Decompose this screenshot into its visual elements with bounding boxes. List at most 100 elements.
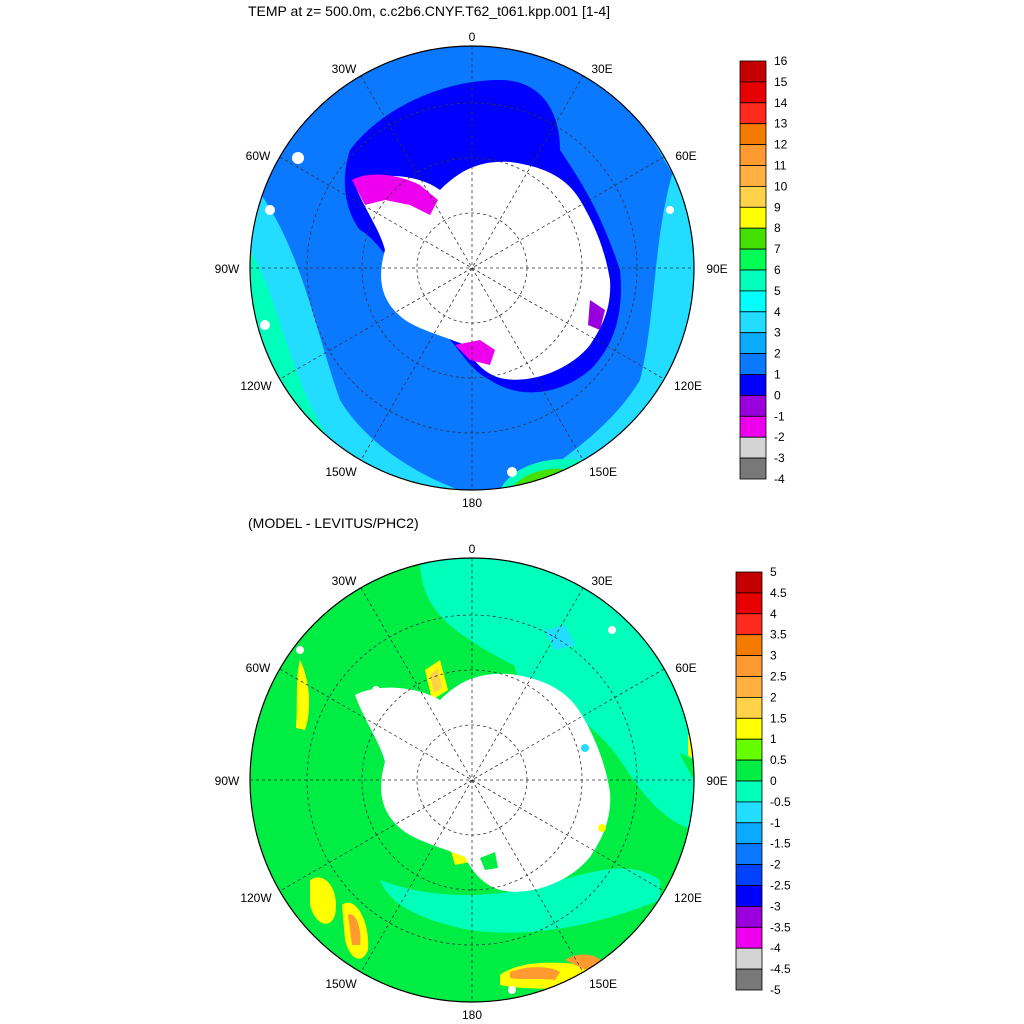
top-lon-label-150w: 150W (325, 465, 357, 479)
bottom-colorbar-label: -2.5 (770, 879, 791, 893)
bottom-colorbar-box (735, 864, 763, 886)
top-lon-label-60w: 60W (246, 149, 271, 163)
bottom-colorbar-box (735, 717, 763, 740)
top-colorbar-box (739, 353, 767, 375)
bottom-colorbar-label: 1.5 (770, 711, 787, 725)
top-colorbar-label: 11 (774, 159, 787, 173)
bottom-colorbar-label: 0.5 (770, 753, 787, 767)
bottom-colorbar-label: 2.5 (770, 670, 787, 684)
top-colorbar-label: 4 (774, 305, 781, 319)
top-colorbar-label: 13 (774, 117, 788, 131)
bottom-longitude-labels: 0 30E 60E 90E 120E 150E 180 150W 120W 90… (215, 542, 728, 1022)
bottom-colorbar-label: 5 (770, 565, 777, 579)
bottom-graticule (250, 558, 694, 1002)
top-colorbar-box (739, 102, 767, 125)
top-colorbar-box (739, 332, 767, 355)
top-colorbar-box (739, 227, 767, 250)
top-colorbar-box (739, 311, 767, 334)
top-colorbar-label: 15 (774, 75, 788, 89)
top-colorbar-label: -4 (774, 472, 785, 486)
bottom-colorbar-label: -4 (770, 941, 781, 955)
top-colorbar-box (739, 374, 767, 396)
bottom-colorbar-box (735, 634, 763, 657)
top-colorbar-label: 2 (774, 347, 781, 361)
top-colorbar-label: -3 (774, 451, 785, 465)
bottom-colorbar-box (735, 571, 763, 594)
top-colorbar-box (739, 248, 767, 271)
bottom-colorbar-label: 4 (770, 607, 777, 621)
bottom-lon-label-120w: 120W (240, 891, 272, 905)
bottom-colorbar-label: 4.5 (770, 586, 787, 600)
bottom-colorbar: 5 4.5 4 3.5 3 2.5 2 1.5 1 0.5 0 -0.5 -1 -1.5 -2 -2.5 -3 -… (735, 565, 791, 997)
bottom-colorbar-box (735, 655, 763, 677)
bottom-lon-label-120e: 120E (674, 891, 702, 905)
top-colorbar-label: 16 (774, 54, 788, 68)
bottom-colorbar-box (735, 592, 763, 615)
top-colorbar-label: 9 (774, 200, 781, 214)
bottom-colorbar-box (735, 759, 763, 782)
top-colorbar-label: 8 (774, 221, 781, 235)
top-lon-label-30w: 30W (332, 62, 357, 76)
top-colorbar-label: 0 (774, 388, 781, 402)
bottom-colorbar-box (735, 843, 763, 866)
top-colorbar-label: 7 (774, 242, 781, 256)
top-graticule (250, 46, 694, 490)
bottom-polar-map: 0 30E 60E 90E 120E 150E 180 150W 120W 90… (215, 542, 728, 1022)
bottom-colorbar-label: -3.5 (770, 920, 791, 934)
bottom-colorbar-label: 3 (770, 649, 777, 663)
bottom-colorbar-box (735, 613, 763, 636)
top-colorbar-label: -1 (774, 409, 785, 423)
top-polar-map: 0 30E 60E 90E 120E 150E 180 150W 120W 90… (215, 30, 728, 510)
bottom-colorbar-label: 3.5 (770, 628, 787, 642)
bottom-colorbar-box (735, 968, 763, 991)
bottom-colorbar-box (735, 906, 763, 928)
top-colorbar-box (739, 290, 767, 313)
bottom-colorbar-box (735, 801, 763, 824)
top-lon-label-150e: 150E (589, 465, 617, 479)
bottom-colorbar-label: 2 (770, 690, 777, 704)
bottom-colorbar-box (735, 697, 763, 719)
bottom-colorbar-label: -1 (770, 816, 781, 830)
top-colorbar-label: 1 (774, 368, 781, 382)
top-lon-label-30e: 30E (591, 62, 612, 76)
bottom-map-border (249, 557, 695, 1003)
bottom-lon-label-30e: 30E (591, 574, 612, 588)
bottom-lon-label-180: 180 (462, 1008, 482, 1022)
bottom-colorbar-box (735, 676, 763, 698)
top-colorbar-box (739, 60, 767, 83)
top-lon-label-120e: 120E (674, 379, 702, 393)
top-colorbar-box (739, 269, 767, 292)
top-lon-label-120w: 120W (240, 379, 272, 393)
bottom-colorbar-label: -3 (770, 899, 781, 913)
bottom-colorbar-box (735, 947, 763, 970)
top-colorbar-label: 10 (774, 179, 788, 193)
bottom-lon-label-150w: 150W (325, 977, 357, 991)
top-colorbar-box (739, 394, 767, 417)
top-colorbar-box (739, 123, 767, 145)
bottom-lon-label-90e: 90E (706, 774, 727, 788)
top-colorbar-box (739, 206, 767, 229)
top-colorbar-box (739, 185, 767, 208)
top-colorbar-label: -2 (774, 430, 785, 444)
bottom-lon-label-90w: 90W (215, 774, 240, 788)
top-colorbar-box (739, 436, 767, 459)
top-colorbar-box (739, 415, 767, 438)
top-colorbar-label: 3 (774, 326, 781, 340)
bottom-colorbar-box (735, 738, 763, 761)
bottom-colorbar-label: -2 (770, 858, 781, 872)
bottom-colorbar-label: 0 (770, 774, 777, 788)
bottom-colorbar-box (735, 926, 763, 949)
top-lon-label-60e: 60E (675, 149, 696, 163)
bottom-lon-label-150e: 150E (589, 977, 617, 991)
top-colorbar-label: 6 (774, 263, 781, 277)
bottom-colorbar-box (735, 822, 763, 845)
bottom-colorbar-label: -0.5 (770, 795, 791, 809)
bottom-lon-label-60e: 60E (675, 661, 696, 675)
top-lon-label-90w: 90W (215, 262, 240, 276)
top-colorbar-box (739, 144, 767, 166)
bottom-colorbar-label: -5 (770, 983, 781, 997)
bottom-lon-label-0: 0 (469, 542, 476, 556)
top-colorbar-label: 12 (774, 138, 788, 152)
